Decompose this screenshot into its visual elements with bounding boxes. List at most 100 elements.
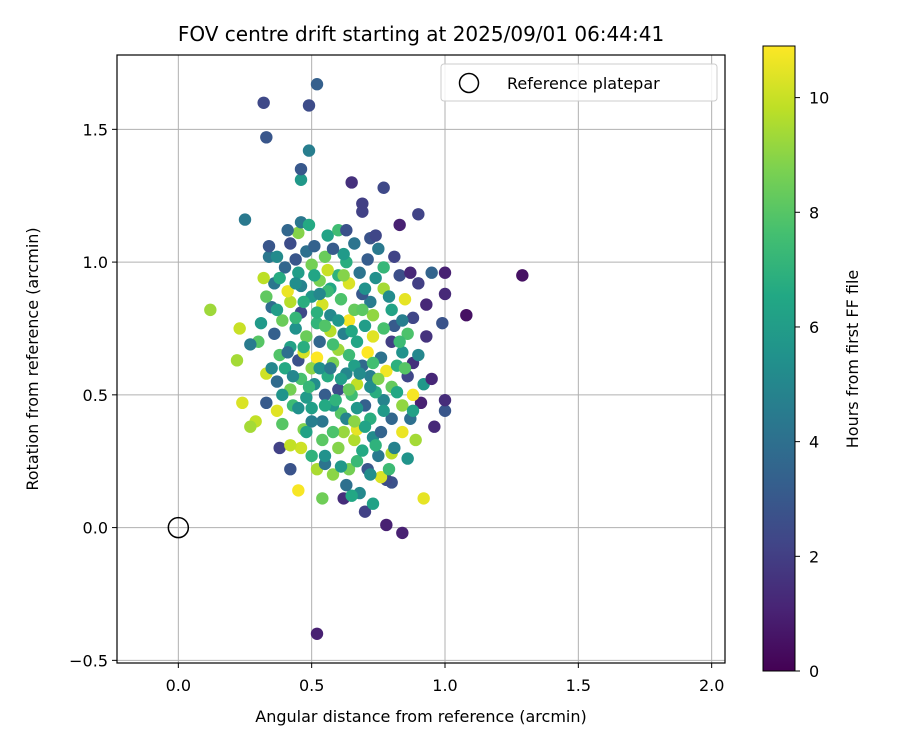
- data-point: [276, 314, 289, 327]
- data-point: [436, 316, 449, 330]
- data-point: [244, 338, 257, 351]
- data-point: [377, 404, 390, 417]
- legend-reference-marker: [458, 72, 480, 94]
- data-point: [302, 218, 316, 232]
- data-point: [366, 330, 380, 343]
- data-point: [356, 444, 369, 457]
- grid: [117, 55, 725, 663]
- data-point: [262, 239, 276, 253]
- data-point: [369, 439, 382, 452]
- data-point: [284, 462, 297, 476]
- data-point: [425, 372, 438, 386]
- data-point: [337, 247, 350, 261]
- data-point: [393, 269, 406, 282]
- data-point: [350, 455, 364, 468]
- data-point: [377, 261, 390, 274]
- data-point: [361, 253, 374, 266]
- data-point: [302, 380, 316, 394]
- data-point: [385, 303, 398, 317]
- data-point: [401, 327, 414, 340]
- data-point: [364, 380, 377, 394]
- data-point: [270, 303, 284, 317]
- data-point: [270, 250, 284, 263]
- data-point: [380, 364, 393, 378]
- data-point: [305, 258, 318, 271]
- data-point: [276, 417, 289, 431]
- data-point: [302, 99, 316, 112]
- data-point: [284, 237, 297, 250]
- data-point: [286, 370, 300, 383]
- data-point: [297, 340, 310, 354]
- data-point: [334, 372, 348, 386]
- colorbar-tick-label: 2: [809, 547, 819, 566]
- data-point: [318, 399, 332, 412]
- data-point: [396, 314, 409, 327]
- data-point: [358, 282, 372, 295]
- data-point: [404, 266, 417, 279]
- data-point: [305, 449, 318, 463]
- data-point: [310, 306, 324, 319]
- y-tick-label: 0.5: [83, 386, 108, 405]
- colorbar-tick-label: 4: [809, 433, 819, 452]
- data-point: [348, 415, 361, 428]
- y-tick-label: 1.5: [83, 120, 108, 139]
- data-point: [438, 266, 452, 279]
- data-point: [204, 303, 217, 317]
- data-point: [289, 311, 302, 325]
- data-point: [398, 293, 412, 306]
- data-point: [438, 287, 452, 301]
- data-point: [425, 266, 438, 279]
- data-point: [326, 242, 340, 256]
- data-point: [372, 242, 385, 256]
- plot-frame: [116, 54, 726, 664]
- data-point: [316, 415, 329, 428]
- data-point: [364, 295, 377, 309]
- data-point: [438, 393, 452, 407]
- data-point: [412, 208, 425, 221]
- data-point: [268, 327, 281, 340]
- data-point: [348, 433, 361, 447]
- data-point: [326, 468, 340, 481]
- y-tick-label: 0.0: [83, 519, 108, 538]
- data-point: [366, 308, 380, 322]
- data-point: [302, 144, 316, 157]
- data-point: [420, 298, 433, 311]
- data-point: [324, 362, 337, 375]
- data-point: [297, 295, 310, 309]
- data-point: [313, 335, 326, 348]
- data-point: [326, 425, 340, 439]
- colorbar-tick-label: 10: [809, 89, 829, 108]
- data-point: [273, 441, 286, 455]
- data-point: [388, 441, 401, 455]
- data-point: [265, 362, 278, 375]
- data-point: [358, 420, 372, 433]
- data-point: [366, 497, 380, 510]
- data-point: [300, 425, 313, 439]
- data-point: [289, 322, 302, 335]
- x-tick-label: 0.0: [166, 676, 191, 695]
- data-point: [374, 425, 388, 439]
- data-point: [278, 261, 292, 274]
- data-point: [342, 383, 356, 396]
- data-point: [377, 181, 390, 194]
- data-point: [374, 470, 388, 484]
- data-point: [260, 290, 273, 303]
- data-point: [310, 627, 324, 640]
- data-point: [396, 526, 409, 540]
- data-point: [348, 237, 361, 250]
- y-tick-label: −0.5: [69, 651, 108, 670]
- data-point: [380, 518, 393, 532]
- data-point: [332, 314, 345, 327]
- data-point: [342, 348, 356, 362]
- data-point: [310, 78, 324, 91]
- data-point: [257, 96, 270, 109]
- data-point: [292, 226, 305, 240]
- data-point: [406, 388, 420, 402]
- data-points: [204, 78, 529, 640]
- data-point: [350, 335, 364, 348]
- x-axis-ticks: 0.0 0.5 1.0 1.5 2.0: [166, 663, 724, 695]
- data-point: [305, 401, 318, 415]
- data-point: [260, 131, 273, 144]
- data-point: [366, 356, 380, 370]
- data-point: [393, 218, 406, 232]
